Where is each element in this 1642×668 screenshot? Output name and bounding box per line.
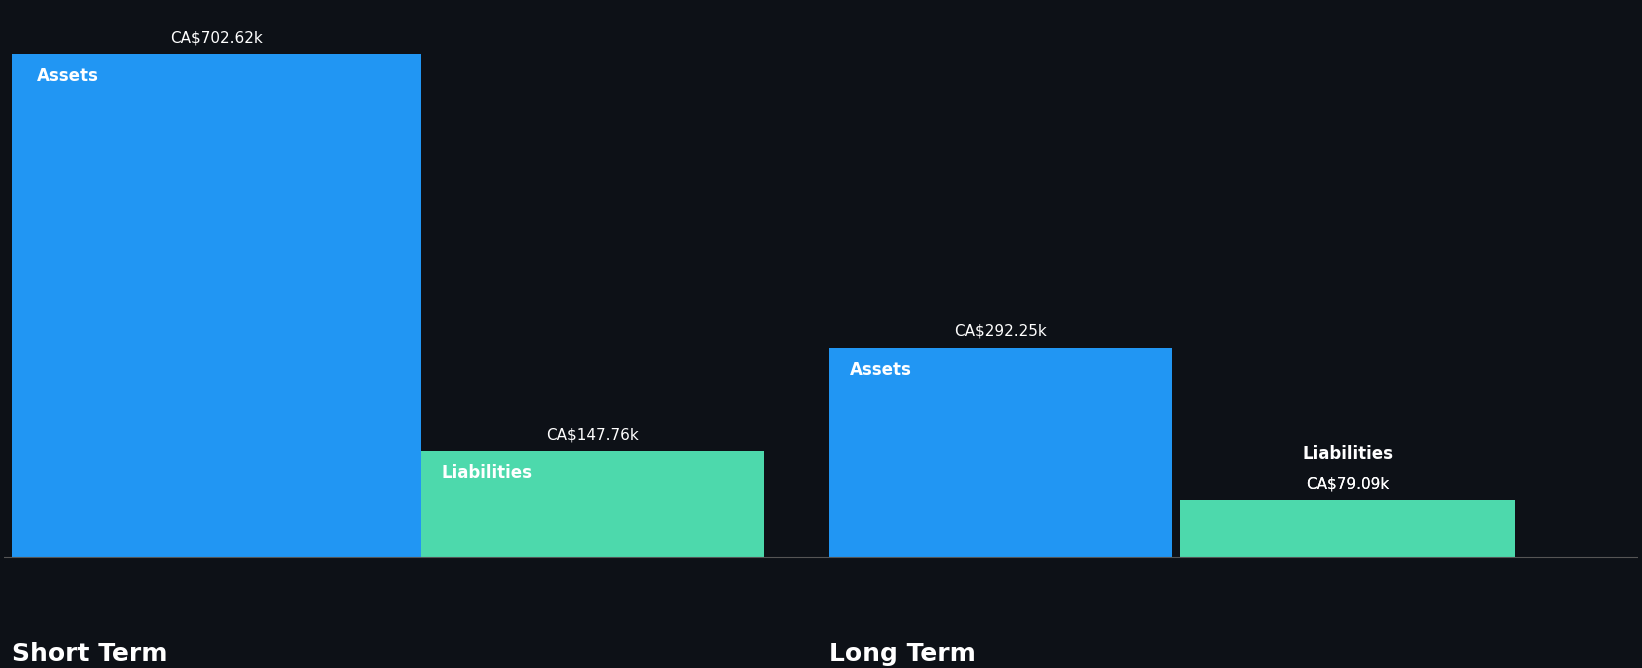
Text: CA$702.62k: CA$702.62k [171, 30, 263, 45]
Text: CA$79.09k: CA$79.09k [1307, 476, 1389, 492]
Text: CA$147.76k: CA$147.76k [545, 428, 639, 442]
Text: CA$79.09k: CA$79.09k [1307, 476, 1389, 492]
Text: Assets: Assets [851, 361, 911, 379]
Bar [1181, 500, 1516, 557]
Bar [13, 54, 420, 557]
Text: Assets: Assets [36, 67, 99, 85]
Text: Short Term: Short Term [13, 643, 167, 667]
Text: Long Term: Long Term [829, 643, 975, 667]
Text: Liabilities: Liabilities [442, 464, 532, 482]
Text: CA$292.25k: CA$292.25k [954, 324, 1048, 339]
Bar [420, 452, 764, 557]
Bar [829, 348, 1172, 557]
Text: Liabilities: Liabilities [1302, 445, 1394, 463]
